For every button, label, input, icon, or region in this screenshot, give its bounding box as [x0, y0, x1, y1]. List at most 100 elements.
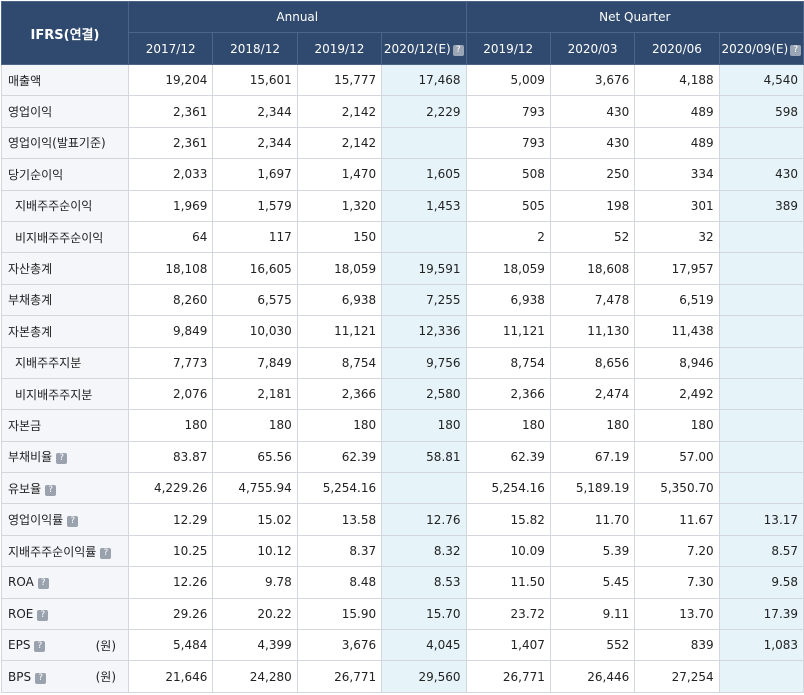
column-header-label: 2019/12 — [483, 41, 534, 56]
row-label: 자본금 — [8, 418, 42, 433]
table-row: 당기순이익 2,033 1,697 1,470 1,605 508 250 334 430 — [1, 158, 804, 191]
value-cell: 9,849 — [127, 315, 214, 348]
table-row: 지배주주지분 7,773 7,849 8,754 9,756 8,754 8,656 8,94… — [1, 346, 804, 379]
value-cell: 2,361 — [127, 126, 214, 160]
value-cell: 839 — [634, 629, 720, 662]
value-cell: 552 — [549, 629, 636, 662]
help-icon[interactable]: ? — [452, 44, 464, 56]
value-cell: 11.70 — [549, 503, 636, 536]
value-cell: 3,676 — [549, 63, 636, 97]
value-cell: 19,204 — [127, 63, 214, 97]
value-cell: 9.58 — [718, 566, 804, 599]
value-cell: 83.87 — [127, 440, 214, 474]
row-label: ROE — [8, 606, 34, 621]
table-row: EPS? (원) 5,484 4,399 3,676 4,045 1,407 552 839 1,… — [1, 629, 804, 662]
help-icon[interactable]: ? — [56, 453, 68, 465]
value-cell: 18,059 — [296, 252, 383, 285]
value-cell — [718, 283, 804, 317]
value-cell: 18,608 — [549, 252, 636, 285]
value-cell: 8.37 — [296, 534, 383, 568]
table-row: 비지배주주지분 2,076 2,181 2,366 2,580 2,366 2,474 2,4… — [1, 377, 804, 411]
row-label: 당기순이익 — [8, 167, 64, 182]
value-cell: 26,771 — [465, 660, 551, 693]
value-cell: 2,076 — [127, 377, 214, 411]
value-cell: 17.39 — [718, 597, 804, 631]
value-cell: 21,646 — [127, 660, 214, 693]
row-label: 영업이익률 — [8, 513, 64, 528]
value-cell: 10,030 — [212, 315, 298, 348]
value-cell: 2 — [465, 220, 551, 254]
value-cell — [718, 346, 804, 379]
value-cell: 1,605 — [381, 158, 467, 191]
help-icon[interactable]: ? — [37, 609, 49, 621]
table-row: 영업이익 2,361 2,344 2,142 2,229 793 430 489 598 — [1, 95, 804, 128]
value-cell: 11.67 — [634, 503, 720, 536]
value-cell: 1,083 — [718, 629, 804, 662]
help-icon[interactable]: ? — [45, 484, 57, 496]
value-cell: 9.11 — [549, 597, 636, 631]
value-cell: 13.70 — [634, 597, 720, 631]
row-label: 유보율 — [8, 481, 42, 496]
value-cell: 10.12 — [212, 534, 298, 568]
value-cell: 117 — [212, 220, 298, 254]
value-cell: 180 — [465, 409, 551, 442]
table-row: ROE? 29.26 20.22 15.90 15.70 23.72 9.11 13.70 17… — [1, 597, 804, 631]
column-header-label: 2018/12 — [230, 41, 280, 56]
row-label-cell: ROE? — [1, 597, 129, 631]
value-cell: 5.45 — [549, 566, 636, 599]
value-cell: 301 — [634, 189, 720, 222]
value-cell: 5,484 — [127, 629, 214, 662]
value-cell: 505 — [465, 189, 551, 222]
value-cell: 6,519 — [634, 283, 720, 317]
row-label: BPS — [8, 669, 32, 684]
help-icon[interactable]: ? — [34, 641, 46, 653]
value-cell: 8,656 — [549, 346, 636, 379]
value-cell: 2,344 — [212, 126, 298, 160]
value-cell: 12.26 — [127, 566, 214, 599]
value-cell: 1,453 — [381, 189, 467, 222]
value-cell: 2,229 — [381, 95, 467, 128]
row-label-cell: 자산총계 — [1, 252, 129, 285]
value-cell: 18,059 — [465, 252, 551, 285]
column-header: 2020/03 — [549, 32, 636, 65]
value-cell: 20.22 — [212, 597, 298, 631]
value-cell: 58.81 — [381, 440, 467, 474]
column-header-label: 2020/03 — [567, 41, 618, 56]
row-label-cell: 영업이익 — [1, 95, 129, 128]
value-cell: 250 — [549, 158, 636, 191]
value-cell: 180 — [549, 409, 636, 442]
row-label-cell: BPS? (원) — [1, 660, 129, 693]
value-cell: 6,938 — [296, 283, 383, 317]
value-cell: 7,773 — [127, 346, 214, 379]
value-cell: 7,849 — [212, 346, 298, 379]
value-cell: 8,754 — [465, 346, 551, 379]
row-label: 매출액 — [8, 73, 42, 88]
value-cell: 180 — [127, 409, 214, 442]
row-label: 부채총계 — [8, 293, 53, 308]
value-cell: 7.20 — [634, 534, 720, 568]
value-cell: 8,946 — [634, 346, 720, 379]
help-icon[interactable]: ? — [37, 578, 49, 590]
value-cell: 150 — [296, 220, 383, 254]
value-cell: 29,560 — [381, 660, 467, 693]
value-cell: 4,399 — [212, 629, 298, 662]
value-cell: 62.39 — [296, 440, 383, 474]
row-label: 영업이익(발표기준) — [8, 136, 106, 151]
unit-label: (원) — [95, 670, 116, 685]
value-cell: 2,142 — [296, 95, 383, 128]
help-icon[interactable]: ? — [67, 516, 79, 528]
value-cell: 16,605 — [212, 252, 298, 285]
value-cell: 8,260 — [127, 283, 214, 317]
value-cell: 598 — [718, 95, 804, 128]
annual-group-header: Annual — [128, 1, 467, 33]
help-icon[interactable]: ? — [790, 44, 802, 56]
row-label-cell: 자본총계 — [1, 315, 129, 348]
value-cell: 2,366 — [296, 377, 383, 411]
help-icon[interactable]: ? — [100, 547, 112, 559]
value-cell: 5,254.16 — [465, 472, 551, 505]
help-icon[interactable]: ? — [35, 672, 47, 684]
table-row: 지배주주순이익률? 10.25 10.12 8.37 8.32 10.09 5.39 7.20… — [1, 534, 804, 568]
value-cell: 4,045 — [381, 629, 467, 662]
row-label: ROA — [8, 575, 34, 590]
value-cell: 15,777 — [296, 63, 383, 97]
